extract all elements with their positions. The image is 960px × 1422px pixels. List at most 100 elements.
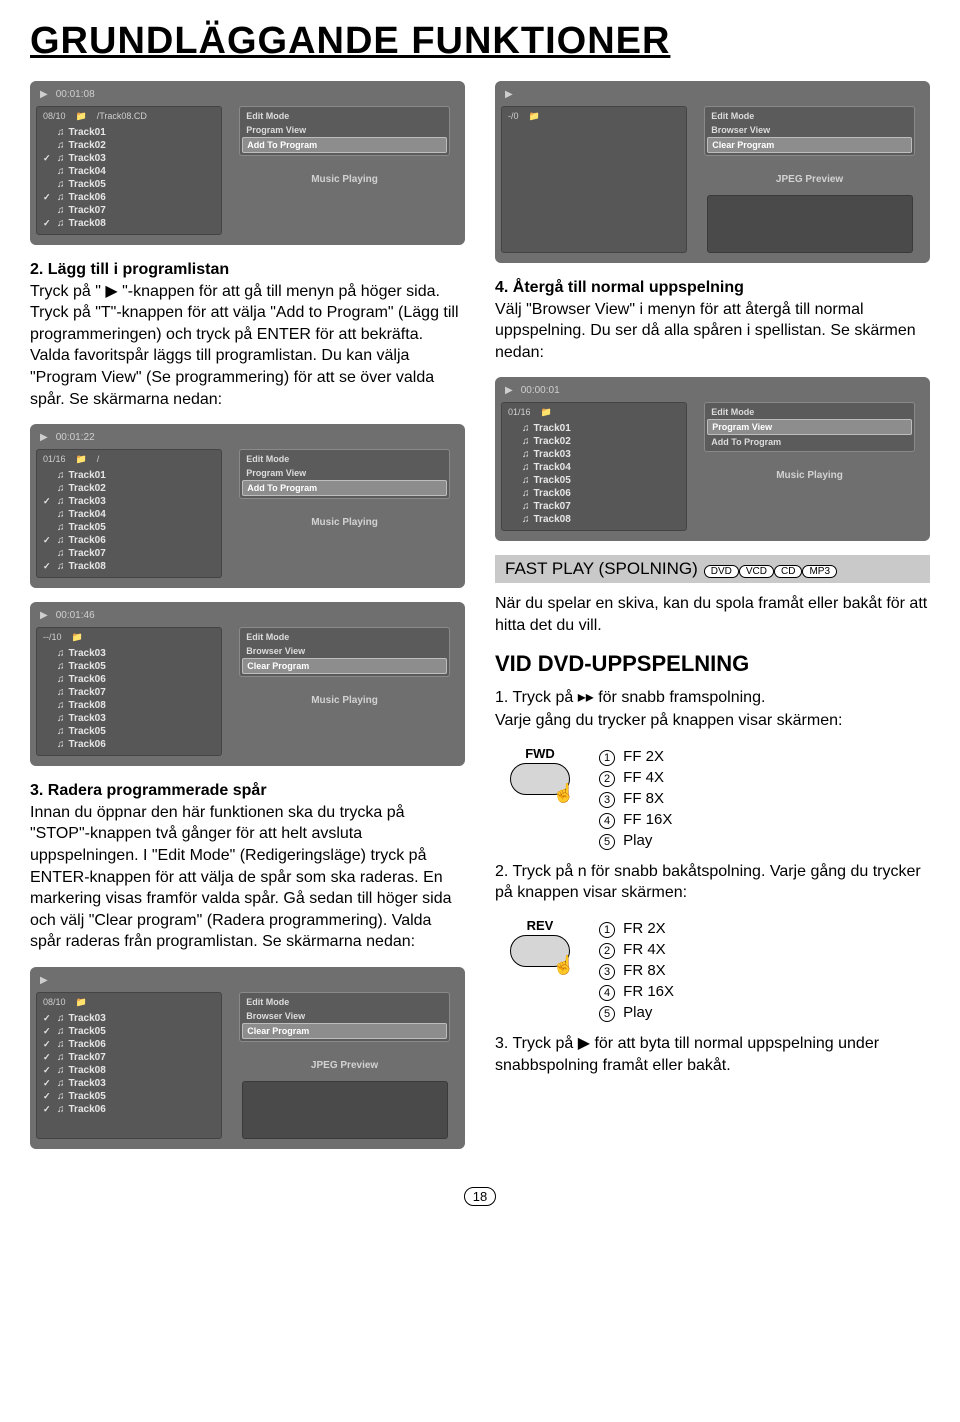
shot-path: /Track08.CD: [97, 111, 147, 122]
speed-item: 2 FF 4X: [599, 767, 672, 788]
track-row: ✓♫Track06: [43, 191, 215, 204]
menu-item: Edit Mode: [707, 109, 912, 123]
folder-icon: 📁: [541, 407, 552, 418]
menu-item: Edit Mode: [707, 405, 912, 419]
shot-counter: 01/16: [508, 407, 531, 418]
fwd-label: FWD: [525, 746, 555, 761]
track-row: ♫Track05: [43, 178, 215, 191]
menu-item: Clear Program: [242, 658, 447, 674]
note-icon: ♫: [57, 1065, 65, 1076]
track-row: ♫Track03: [43, 712, 215, 725]
shot-counter: 01/16: [43, 454, 66, 465]
folder-icon: 📁: [76, 997, 87, 1008]
note-icon: ♫: [57, 179, 65, 190]
play-icon: ▶: [40, 89, 48, 100]
track-row: ♫Track07: [43, 204, 215, 217]
note-icon: ♫: [57, 140, 65, 151]
note-icon: ♫: [57, 1104, 65, 1115]
note-icon: ♫: [57, 483, 65, 494]
note-icon: ♫: [57, 561, 65, 572]
shot-path: /: [97, 454, 100, 465]
step1b-line: Varje gång du trycker på knappen visar s…: [495, 710, 930, 732]
menu-item: Program View: [707, 419, 912, 435]
track-row: ✓♫Track03: [43, 1012, 215, 1025]
screenshot-b: ▶00:01:2201/16📁/♫Track01♫Track02✓♫Track0…: [30, 424, 465, 588]
track-row: ✓♫Track08: [43, 560, 215, 573]
note-icon: ♫: [57, 548, 65, 559]
note-icon: ♫: [522, 423, 530, 434]
note-icon: ♫: [57, 1078, 65, 1089]
note-icon: ♫: [57, 166, 65, 177]
menu-item: Add To Program: [707, 435, 912, 449]
track-row: ♫Track05: [43, 660, 215, 673]
menu-item: Program View: [242, 466, 447, 480]
menu-item: Browser View: [707, 123, 912, 137]
play-icon: ▶: [40, 610, 48, 621]
fast-play-body: När du spelar en skiva, kan du spola fra…: [495, 593, 930, 636]
shot-counter: --/10: [43, 632, 62, 643]
menu-item: Clear Program: [707, 137, 912, 153]
note-icon: ♫: [57, 726, 65, 737]
sec3-title: 3. Radera programmerade spår: [30, 782, 267, 799]
menu-item: Program View: [242, 123, 447, 137]
note-icon: ♫: [57, 127, 65, 138]
track-row: ✓♫Track03: [43, 495, 215, 508]
step2-line: 2. Tryck på n för snabb bakåtspolning. V…: [495, 861, 930, 904]
shot-time: 00:00:01: [521, 385, 560, 396]
screenshot-e: ▶-/0📁Edit ModeBrowser ViewClear ProgramJ…: [495, 81, 930, 263]
track-row: ♫Track04: [508, 461, 680, 474]
rev-button-graphic: REV ☝: [495, 918, 585, 967]
page-title: GRUNDLÄGGANDE FUNKTIONER: [30, 20, 930, 63]
track-row: ✓♫Track03: [43, 152, 215, 165]
play-icon: ▶: [505, 89, 513, 100]
menu-item: Clear Program: [242, 1023, 447, 1039]
screenshot-d: ▶08/10📁✓♫Track03✓♫Track05✓♫Track06✓♫Trac…: [30, 967, 465, 1149]
menu-item: Edit Mode: [242, 452, 447, 466]
left-column: ▶00:01:0808/10📁/Track08.CD♫Track01♫Track…: [30, 81, 465, 1163]
rev-label: REV: [527, 918, 554, 933]
track-row: ♫Track07: [508, 500, 680, 513]
track-row: ♫Track07: [43, 547, 215, 560]
track-row: ✓♫Track05: [43, 1025, 215, 1038]
note-icon: ♫: [57, 496, 65, 507]
speed-item: 1 FR 2X: [599, 918, 674, 939]
speed-item: 4 FF 16X: [599, 809, 672, 830]
vid-dvd-heading: VID DVD-UPPSPELNING: [495, 651, 930, 677]
format-pill: VCD: [739, 565, 774, 578]
folder-icon: 📁: [529, 111, 540, 122]
status-label: Music Playing: [311, 517, 378, 528]
note-icon: ♫: [522, 501, 530, 512]
note-icon: ♫: [522, 449, 530, 460]
sec3-text: 3. Radera programmerade spår Innan du öp…: [30, 780, 465, 953]
track-row: ✓♫Track06: [43, 1038, 215, 1051]
menu-item: Browser View: [242, 644, 447, 658]
speed-item: 3 FR 8X: [599, 960, 674, 981]
note-icon: ♫: [57, 1026, 65, 1037]
play-icon: ▶: [40, 975, 48, 986]
sec2-body: Tryck på " ▶ "-knappen för att gå till m…: [30, 283, 459, 408]
preview-box: [707, 195, 913, 253]
fast-play-title: FAST PLAY (SPOLNING): [505, 559, 698, 579]
speed-item: 4 FR 16X: [599, 981, 674, 1002]
shot-counter: 08/10: [43, 997, 66, 1008]
shot-time: 00:01:08: [56, 89, 95, 100]
sec4-title: 4. Återgå till normal uppspelning: [495, 279, 744, 296]
menu-item: Edit Mode: [242, 109, 447, 123]
note-icon: ♫: [57, 739, 65, 750]
fwd-speed-list: 1 FF 2X2 FF 4X3 FF 8X4 FF 16X5 Play: [599, 746, 672, 851]
step3-line: 3. Tryck på ▶ för att byta till normal u…: [495, 1033, 930, 1076]
note-icon: ♫: [57, 648, 65, 659]
status-label: Music Playing: [776, 470, 843, 481]
note-icon: ♫: [57, 205, 65, 216]
track-row: ♫Track08: [43, 699, 215, 712]
note-icon: ♫: [57, 153, 65, 164]
fwd-row: FWD ☝ 1 FF 2X2 FF 4X3 FF 8X4 FF 16X5 Pla…: [495, 746, 930, 851]
speed-item: 5 Play: [599, 830, 672, 851]
note-icon: ♫: [522, 436, 530, 447]
status-label: Music Playing: [311, 695, 378, 706]
track-row: ✓♫Track08: [43, 217, 215, 230]
sec3-body: Innan du öppnar den här funktionen ska d…: [30, 804, 452, 951]
menu-item: Browser View: [242, 1009, 447, 1023]
format-pill: CD: [774, 565, 802, 578]
note-icon: ♫: [57, 192, 65, 203]
